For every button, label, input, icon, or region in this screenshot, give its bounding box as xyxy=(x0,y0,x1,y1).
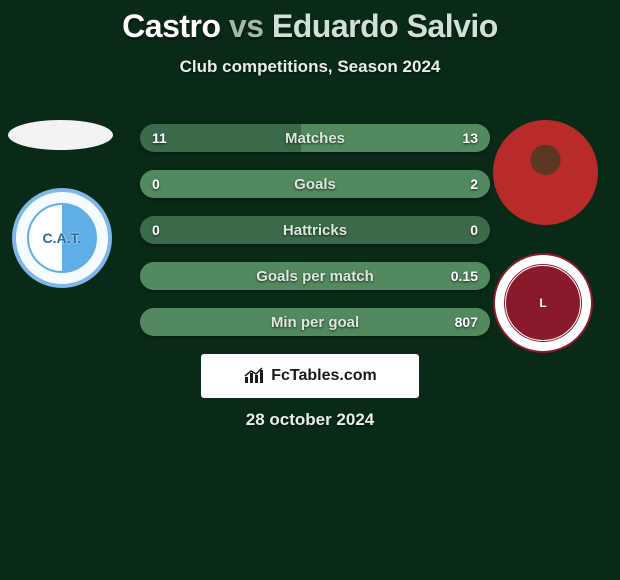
stat-label: Min per goal xyxy=(140,308,490,336)
stat-row: Hattricks0 0 xyxy=(140,216,490,244)
stat-value-left: 0 xyxy=(152,170,160,198)
stat-label: Hattricks xyxy=(140,216,490,244)
comparison-bars: Matches1113Goals02Hattricks00Goals per m… xyxy=(140,124,490,354)
brand-text: FcTables.com xyxy=(271,367,377,385)
date-text: 28 october 2024 xyxy=(0,410,620,430)
stat-value-right: 13 xyxy=(462,124,478,152)
chart-icon xyxy=(243,367,265,385)
vs-text: vs xyxy=(229,8,264,44)
player1-club-initials: C.A.T. xyxy=(29,205,95,271)
subtitle: Club competitions, Season 2024 xyxy=(0,57,620,77)
stat-row: Goals per match0.15 xyxy=(140,262,490,290)
stat-row: Matches11 13 xyxy=(140,124,490,152)
page-title: Castro vs Eduardo Salvio xyxy=(0,0,620,45)
stat-value-left: 11 xyxy=(152,124,167,152)
player1-name: Castro xyxy=(122,8,220,44)
player2-club-badge: L xyxy=(493,253,593,353)
player1-avatar-placeholder xyxy=(8,120,113,150)
stat-value-right: 2 xyxy=(470,170,478,198)
stat-label: Goals xyxy=(140,170,490,198)
stat-label: Matches xyxy=(140,124,490,152)
left-avatars: C.A.T. xyxy=(8,120,113,288)
stat-value-left: 0 xyxy=(152,216,160,244)
player2-avatar xyxy=(493,120,598,225)
stat-value-right: 807 xyxy=(455,308,478,336)
stat-row: Min per goal807 xyxy=(140,308,490,336)
brand-watermark: FcTables.com xyxy=(201,354,419,398)
player2-name: Eduardo Salvio xyxy=(272,8,498,44)
stat-value-right: 0.15 xyxy=(451,262,478,290)
player2-club-initials: L xyxy=(503,263,583,343)
right-avatars: L xyxy=(493,120,598,353)
stat-label: Goals per match xyxy=(140,262,490,290)
stat-row: Goals0 2 xyxy=(140,170,490,198)
stat-value-right: 0 xyxy=(470,216,478,244)
player1-club-badge: C.A.T. xyxy=(12,188,112,288)
